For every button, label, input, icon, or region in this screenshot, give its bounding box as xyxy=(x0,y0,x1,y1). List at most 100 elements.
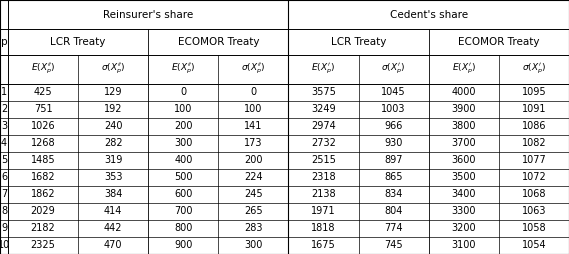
Text: 1091: 1091 xyxy=(522,104,546,114)
Text: 3575: 3575 xyxy=(311,87,336,97)
Text: 240: 240 xyxy=(104,121,122,131)
Text: 745: 745 xyxy=(385,241,403,250)
Text: 442: 442 xyxy=(104,224,122,233)
Text: 2029: 2029 xyxy=(31,207,55,216)
Text: 751: 751 xyxy=(34,104,52,114)
Text: 3249: 3249 xyxy=(311,104,336,114)
Text: 2974: 2974 xyxy=(311,121,336,131)
Text: 1082: 1082 xyxy=(522,138,546,148)
Text: $\sigma(X^{\prime\prime}_{p})$: $\sigma(X^{\prime\prime}_{p})$ xyxy=(241,62,266,76)
Text: 1818: 1818 xyxy=(311,224,336,233)
Text: 425: 425 xyxy=(34,87,52,97)
Text: 800: 800 xyxy=(174,224,192,233)
Text: 400: 400 xyxy=(174,155,192,165)
Text: 966: 966 xyxy=(385,121,403,131)
Text: 2138: 2138 xyxy=(311,189,336,199)
Text: 1003: 1003 xyxy=(381,104,406,114)
Text: 1063: 1063 xyxy=(522,207,546,216)
Text: 192: 192 xyxy=(104,104,122,114)
Text: $E(X^{\prime\prime}_{p})$: $E(X^{\prime\prime}_{p})$ xyxy=(31,62,55,76)
Text: 3700: 3700 xyxy=(451,138,476,148)
Text: 1862: 1862 xyxy=(31,189,55,199)
Text: 500: 500 xyxy=(174,172,192,182)
Text: 5: 5 xyxy=(1,155,7,165)
Text: 300: 300 xyxy=(244,241,263,250)
Text: 353: 353 xyxy=(104,172,122,182)
Text: 834: 834 xyxy=(385,189,403,199)
Text: 1086: 1086 xyxy=(522,121,546,131)
Text: 1485: 1485 xyxy=(31,155,55,165)
Text: p: p xyxy=(1,37,7,47)
Text: 1675: 1675 xyxy=(311,241,336,250)
Text: 3100: 3100 xyxy=(452,241,476,250)
Text: 8: 8 xyxy=(1,207,7,216)
Text: 0: 0 xyxy=(180,87,187,97)
Text: Reinsurer's share: Reinsurer's share xyxy=(103,10,193,20)
Text: $E(X^{\prime}_{p})$: $E(X^{\prime}_{p})$ xyxy=(452,62,476,76)
Text: 3600: 3600 xyxy=(452,155,476,165)
Text: 200: 200 xyxy=(244,155,263,165)
Text: 245: 245 xyxy=(244,189,263,199)
Text: $\sigma(X^{\prime\prime}_{p})$: $\sigma(X^{\prime\prime}_{p})$ xyxy=(101,62,125,76)
Text: 141: 141 xyxy=(244,121,263,131)
Text: 10: 10 xyxy=(0,241,10,250)
Text: 3300: 3300 xyxy=(452,207,476,216)
Text: 774: 774 xyxy=(385,224,403,233)
Text: 1971: 1971 xyxy=(311,207,336,216)
Text: $E(X^{\prime}_{p})$: $E(X^{\prime}_{p})$ xyxy=(311,62,336,76)
Text: 1077: 1077 xyxy=(522,155,546,165)
Text: 3200: 3200 xyxy=(451,224,476,233)
Text: 129: 129 xyxy=(104,87,122,97)
Text: 6: 6 xyxy=(1,172,7,182)
Text: 1682: 1682 xyxy=(31,172,55,182)
Text: 804: 804 xyxy=(385,207,403,216)
Text: Cedent's share: Cedent's share xyxy=(390,10,468,20)
Text: 897: 897 xyxy=(385,155,403,165)
Text: 1068: 1068 xyxy=(522,189,546,199)
Text: 2318: 2318 xyxy=(311,172,336,182)
Text: 900: 900 xyxy=(174,241,192,250)
Text: $\sigma(X^{\prime}_{p})$: $\sigma(X^{\prime}_{p})$ xyxy=(381,62,406,76)
Text: $E(X^{\prime\prime}_{p})$: $E(X^{\prime\prime}_{p})$ xyxy=(171,62,196,76)
Text: 3400: 3400 xyxy=(452,189,476,199)
Text: 1045: 1045 xyxy=(381,87,406,97)
Text: 7: 7 xyxy=(1,189,7,199)
Text: 600: 600 xyxy=(174,189,192,199)
Text: 100: 100 xyxy=(244,104,263,114)
Text: 2: 2 xyxy=(1,104,7,114)
Text: 2515: 2515 xyxy=(311,155,336,165)
Text: 173: 173 xyxy=(244,138,263,148)
Text: 3900: 3900 xyxy=(452,104,476,114)
Text: 265: 265 xyxy=(244,207,263,216)
Text: 224: 224 xyxy=(244,172,263,182)
Text: ECOMOR Treaty: ECOMOR Treaty xyxy=(178,37,259,47)
Text: 1268: 1268 xyxy=(31,138,55,148)
Text: 3800: 3800 xyxy=(452,121,476,131)
Text: 3500: 3500 xyxy=(451,172,476,182)
Text: 3: 3 xyxy=(1,121,7,131)
Text: 865: 865 xyxy=(385,172,403,182)
Text: 4000: 4000 xyxy=(452,87,476,97)
Text: 2732: 2732 xyxy=(311,138,336,148)
Text: 9: 9 xyxy=(1,224,7,233)
Text: $\sigma(X^{\prime}_{p})$: $\sigma(X^{\prime}_{p})$ xyxy=(522,62,546,76)
Text: 930: 930 xyxy=(385,138,403,148)
Text: 384: 384 xyxy=(104,189,122,199)
Text: 1054: 1054 xyxy=(522,241,546,250)
Text: 300: 300 xyxy=(174,138,192,148)
Text: 700: 700 xyxy=(174,207,192,216)
Text: 4: 4 xyxy=(1,138,7,148)
Text: 2182: 2182 xyxy=(31,224,55,233)
Text: 1095: 1095 xyxy=(522,87,546,97)
Text: 2325: 2325 xyxy=(31,241,55,250)
Text: ECOMOR Treaty: ECOMOR Treaty xyxy=(458,37,539,47)
Text: 319: 319 xyxy=(104,155,122,165)
Text: 100: 100 xyxy=(174,104,192,114)
Text: 200: 200 xyxy=(174,121,192,131)
Text: 1072: 1072 xyxy=(522,172,546,182)
Text: LCR Treaty: LCR Treaty xyxy=(51,37,106,47)
Text: 1058: 1058 xyxy=(522,224,546,233)
Text: 282: 282 xyxy=(104,138,122,148)
Text: 470: 470 xyxy=(104,241,122,250)
Text: 1026: 1026 xyxy=(31,121,55,131)
